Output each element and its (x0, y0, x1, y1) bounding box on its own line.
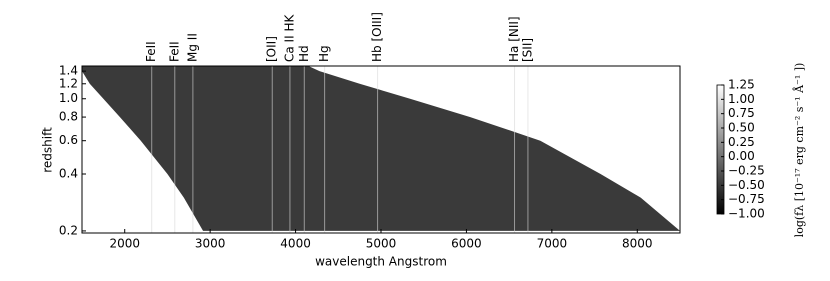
emission-line-label: [OII] (265, 36, 279, 62)
emission-line-label: FeII (167, 41, 181, 62)
x-tick-label: 6000 (451, 237, 482, 251)
x-tick-label: 3000 (195, 237, 226, 251)
x-tick-label: 8000 (622, 237, 653, 251)
colorbar-tick-label: 1.00 (728, 92, 755, 106)
colorbar (716, 84, 725, 215)
emission-line-label: Ha [NII] (507, 16, 521, 62)
emission-line-label: Mg II (185, 33, 199, 62)
coverage-region (82, 66, 680, 231)
x-tick-label: 4000 (280, 237, 311, 251)
y-tick-label: 0.2 (59, 223, 78, 237)
emission-line-label: [SII] (520, 38, 534, 62)
colorbar-tick-label: −1.00 (728, 207, 765, 221)
colorbar-tick-label: 0.50 (728, 121, 755, 135)
colorbar-tick-label: 0.00 (728, 149, 755, 163)
emission-line-label: Ca II HK (282, 14, 296, 62)
y-axis-label: redshift (41, 127, 55, 173)
colorbar-tick-label: −0.50 (728, 178, 765, 192)
colorbar-tick-label: −0.25 (728, 164, 765, 178)
emission-line-label: Hd (297, 45, 311, 62)
emission-line-label: Hg (317, 45, 331, 62)
x-axis-label: wavelength Angstrom (315, 255, 447, 269)
colorbar-tick-label: −0.75 (728, 192, 765, 206)
y-tick-label: 1.4 (59, 64, 78, 78)
colorbar-label: log(fλ [10⁻¹⁷ erg cm⁻² s⁻¹ Å⁻¹ ]) (792, 63, 806, 238)
x-tick-label: 2000 (109, 237, 140, 251)
emission-line-label: Hb [OIII] (370, 12, 384, 62)
x-tick-label: 7000 (537, 237, 568, 251)
y-tick-label: 0.4 (59, 166, 78, 180)
colorbar-tick-label: 1.25 (728, 78, 755, 92)
emission-line-label: FeII (144, 41, 158, 62)
y-tick-label: 0.8 (59, 110, 78, 124)
colorbar-tick-label: 0.25 (728, 135, 755, 149)
y-tick-label: 0.6 (59, 133, 78, 147)
y-tick-label: 1.0 (59, 91, 78, 105)
colorbar-tick-label: 0.75 (728, 106, 755, 120)
x-tick-label: 5000 (366, 237, 397, 251)
y-tick-label: 1.2 (59, 76, 78, 90)
